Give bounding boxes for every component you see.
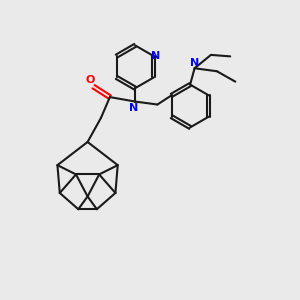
Text: N: N	[190, 58, 199, 68]
Text: N: N	[151, 51, 160, 61]
Text: N: N	[129, 103, 138, 113]
Text: O: O	[85, 75, 94, 85]
